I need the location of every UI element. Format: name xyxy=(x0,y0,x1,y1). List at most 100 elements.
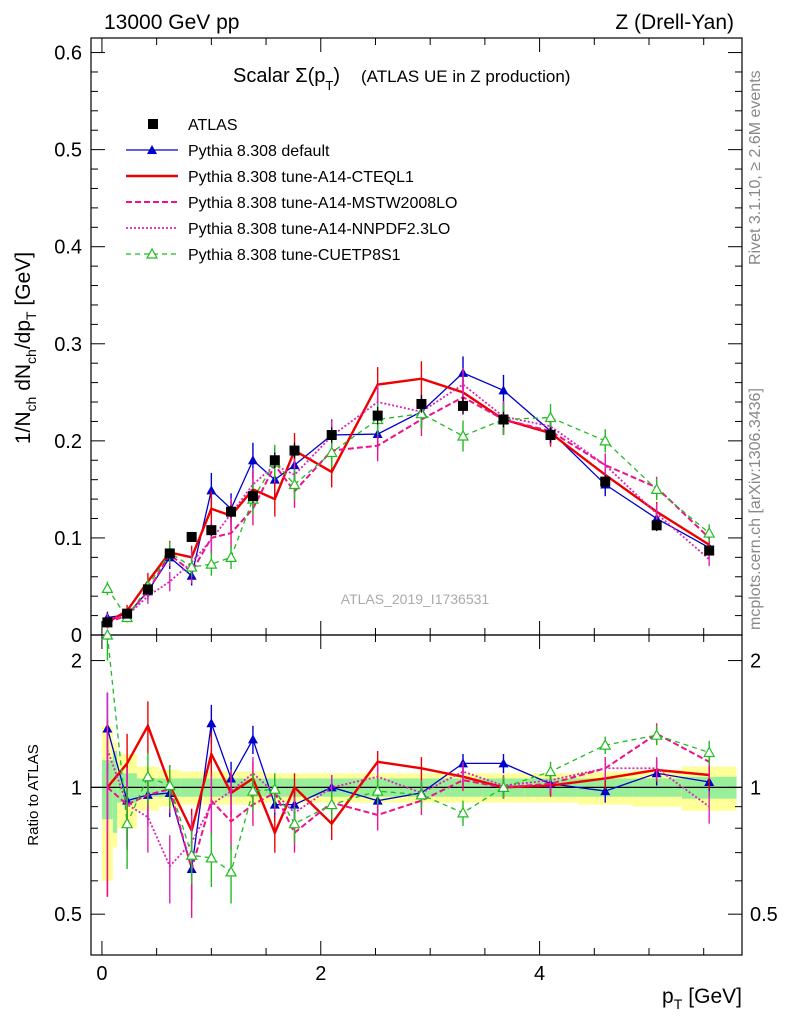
atlas-data-point xyxy=(600,476,611,487)
y-label-p5: T xyxy=(23,311,39,320)
ratio-y-tick-label: 0.5 xyxy=(54,904,82,926)
pythia-cuetp8s1-ratio-marker xyxy=(650,728,663,740)
pythia-default-ratio-marker xyxy=(498,758,509,768)
x-tick-label: 4 xyxy=(534,963,545,985)
atlas-data-point xyxy=(416,398,427,409)
pythia-cuetp8s1-marker xyxy=(288,478,301,490)
pythia-cuetp8s1-ratio-marker xyxy=(415,788,428,800)
rivet-version-label: Rivet 3.1.10, ≥ 2.6M events xyxy=(747,70,764,265)
pythia-cuetp8s1-ratio-marker xyxy=(544,765,557,777)
pythia-cuetp8s1-marker xyxy=(185,560,198,572)
pythia-default-ratio-marker xyxy=(206,718,217,728)
y-label-p1: ch xyxy=(23,397,39,412)
x-label-unit: [GeV] xyxy=(688,985,742,1008)
atlas-data-point xyxy=(545,430,556,441)
pythia-a14-mstw2008lo-line xyxy=(107,396,710,624)
y-label-p2: dN xyxy=(12,364,35,397)
atlas-data-point xyxy=(458,400,468,411)
pythia-default-marker xyxy=(206,485,217,495)
legend: ATLAS Pythia 8.308 default Pythia 8.308 tu… xyxy=(126,117,457,264)
legend-atlas-label: ATLAS xyxy=(188,117,238,134)
pythia-cuetp8s1-ratio-marker xyxy=(703,746,716,758)
pythia-cuetp8s1-ratio-series xyxy=(101,628,716,904)
analysis-watermark: ATLAS_2019_I1736531 xyxy=(341,591,490,607)
pythia-cuetp8s1-ratio-marker xyxy=(371,784,384,796)
atlas-data-point xyxy=(269,455,280,466)
ratio-series-group xyxy=(101,628,716,918)
pythia-a14-nnpdf23lo-line xyxy=(107,383,710,621)
pythia-cuetp8s1-marker xyxy=(225,551,238,562)
ratio-y-axis-label: Ratio to ATLAS xyxy=(25,744,42,845)
pythia-cuetp8s1-series xyxy=(101,398,716,623)
pythia-a14-cteql1-legend-label: Pythia 8.308 tune-A14-CTEQL1 xyxy=(188,169,414,186)
y-tick-label: 0.4 xyxy=(54,237,82,259)
pythia-cuetp8s1-marker xyxy=(544,411,557,423)
ratio-uncertainty-bands xyxy=(101,725,737,881)
atlas-data-point xyxy=(186,531,197,542)
ratio-plot-panel: 0 2 4 0.5 0.5 1 1 2 2 xyxy=(54,628,778,985)
pythia-cuetp8s1-ratio-marker xyxy=(205,851,218,863)
ratio-y-tick-label-right: 1 xyxy=(750,777,761,799)
y-label-p4: /dp xyxy=(12,320,35,349)
atlas-data-point xyxy=(651,520,662,531)
pythia-cuetp8s1-marker xyxy=(101,582,114,594)
atlas-data-point xyxy=(372,410,383,421)
pythia-cuetp8s1-ratio-marker xyxy=(163,779,176,791)
pythia-cuetp8s1-ratio-line xyxy=(106,634,710,873)
pythia-cuetp8s1-ratio-marker xyxy=(325,798,338,810)
y-tick-label: 0.1 xyxy=(54,528,82,550)
ratio-y-tick-label-right: 2 xyxy=(750,651,761,673)
ratio-plot-frame xyxy=(90,634,743,956)
pythia-cuetp8s1-ratio-marker xyxy=(101,628,114,640)
atlas-data-point xyxy=(498,414,509,425)
pythia-default-series xyxy=(102,356,715,624)
pythia-a14-nnpdf23lo-series xyxy=(106,368,710,626)
y-label-p3: ch xyxy=(23,349,39,364)
y-tick-label: 0.5 xyxy=(54,140,82,162)
ratio-y-tick-label: 1 xyxy=(71,777,82,799)
pythia-cuetp8s1-marker xyxy=(325,446,338,458)
atlas-data-point xyxy=(122,608,133,619)
pythia-cuetp8s1-ratio-marker xyxy=(456,806,470,818)
ratio-band-green xyxy=(112,750,118,833)
pythia-default-legend-marker xyxy=(147,145,157,154)
x-axis-label: pT [GeV] xyxy=(662,985,742,1012)
pythia-cuetp8s1-ratio-marker xyxy=(141,770,154,782)
pythia-cuetp8s1-marker xyxy=(205,557,218,569)
x-label-sub: T xyxy=(674,996,683,1012)
pythia-cuetp8s1-ratio-marker xyxy=(599,738,612,750)
main-plot-panel: 0 0.1 0.2 0.3 0.4 0.5 0.6 Scalar Σ(pT) (ATLAS … xyxy=(54,37,743,647)
pythia-cuetp8s1-marker xyxy=(599,434,612,446)
pythia-cuetp8s1-ratio-marker xyxy=(268,782,281,794)
header-process: Z (Drell-Yan) xyxy=(615,11,734,34)
header-energy: 13000 GeV pp xyxy=(104,11,239,34)
atlas-data-point xyxy=(326,430,337,441)
chart-title: Scalar Σ(pT) xyxy=(233,65,340,93)
x-tick-label: 0 xyxy=(96,963,107,985)
pythia-a14-mstw2008lo-ratio-series xyxy=(106,719,710,918)
atlas-data-point xyxy=(102,617,113,628)
atlas-data-point xyxy=(247,491,258,502)
x-label-main: p xyxy=(662,985,674,1008)
pythia-default-ratio-marker xyxy=(600,786,611,796)
pythia-cuetp8s1-marker xyxy=(456,429,470,441)
y-tick-label: 0.6 xyxy=(54,43,82,65)
atlas-data-point xyxy=(206,525,217,536)
main-series-group xyxy=(101,356,716,629)
atlas-data-point xyxy=(704,545,715,556)
pythia-default-legend-label: Pythia 8.308 default xyxy=(188,143,330,160)
mcplots-label: mcplots.cern.ch [arXiv:1306.3436] xyxy=(747,388,764,630)
atlas-data-point xyxy=(289,445,300,456)
atlas-data-point xyxy=(226,506,237,517)
chart-title-close: ) xyxy=(333,65,340,87)
chart-title-sub: T xyxy=(325,78,333,93)
pythia-a14-nnpdf23lo-legend-label: Pythia 8.308 tune-A14-NNPDF2.3LO xyxy=(188,221,450,238)
y-label-p0: 1/N xyxy=(12,411,35,444)
atlas-data-points xyxy=(102,395,715,628)
pythia-cuetp8s1-ratio-marker xyxy=(121,817,134,829)
pythia-default-marker xyxy=(498,385,509,395)
pythia-cuetp8s1-ratio-marker xyxy=(185,849,198,860)
atlas-data-point xyxy=(142,584,153,595)
pythia-cuetp8s1-ratio-marker xyxy=(288,817,301,829)
